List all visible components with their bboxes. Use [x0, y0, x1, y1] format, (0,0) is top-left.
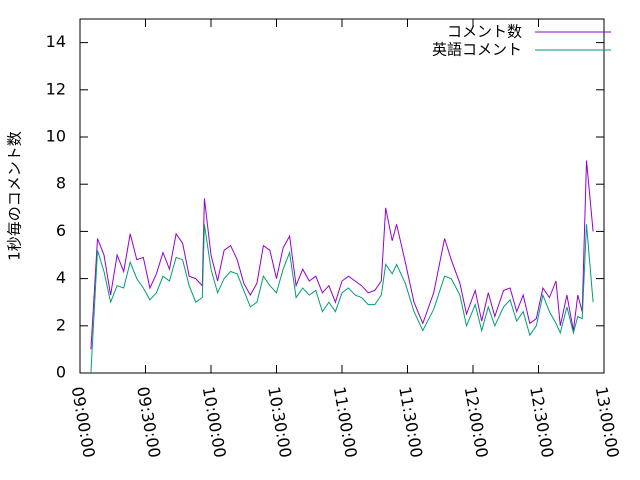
legend-label: 英語コメント — [432, 41, 522, 59]
x-tick-label: 09:30:00 — [133, 385, 164, 459]
series-line — [90, 224, 594, 374]
y-tick-label: 12 — [46, 79, 66, 98]
y-tick-label: 8 — [56, 174, 66, 193]
y-tick-label: 0 — [56, 363, 66, 382]
y-axis-label: 1秒毎のコメント数 — [6, 131, 24, 261]
legend-label: コメント数 — [447, 23, 522, 41]
x-tick-label: 12:30:00 — [526, 385, 557, 459]
y-tick-label: 10 — [46, 127, 66, 146]
x-tick-label: 12:00:00 — [461, 385, 492, 459]
y-tick-label: 6 — [56, 221, 66, 240]
x-tick-label: 11:00:00 — [330, 385, 361, 459]
series-line — [90, 160, 594, 350]
x-tick-label: 11:30:00 — [395, 385, 426, 459]
x-tick-label: 13:00:00 — [592, 385, 623, 459]
x-tick-label: 10:00:00 — [199, 385, 230, 459]
x-tick-label: 10:30:00 — [264, 385, 295, 459]
y-tick-label: 14 — [46, 32, 66, 51]
x-tick-label: 09:00:00 — [68, 385, 99, 459]
y-tick-label: 2 — [56, 315, 66, 334]
y-tick-label: 4 — [56, 268, 66, 287]
